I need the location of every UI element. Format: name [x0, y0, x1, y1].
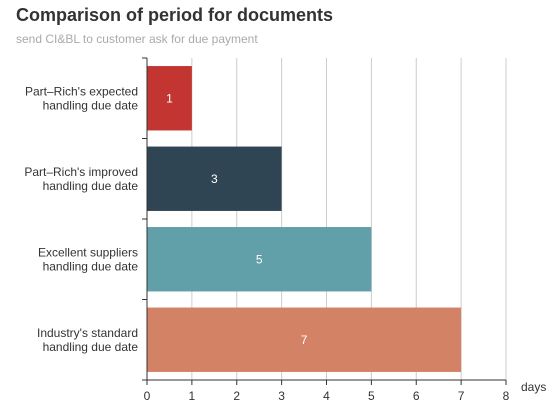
- data-label: 5: [256, 252, 263, 266]
- chart-title: Comparison of period for documents: [16, 5, 333, 25]
- x-tick-label: 8: [503, 389, 510, 403]
- x-tick-label: 7: [458, 389, 465, 403]
- category-label: Excellent suppliers handling due date: [38, 245, 138, 273]
- bar: [147, 66, 192, 131]
- bar: [147, 307, 462, 372]
- grid-lines: [191, 58, 507, 380]
- category-label: Industry's standard handling due date: [37, 326, 138, 354]
- x-tick-label: 4: [323, 389, 330, 403]
- bar: [147, 227, 372, 292]
- x-tick-label: 3: [278, 389, 285, 403]
- data-label: 7: [301, 333, 308, 347]
- x-axis-unit-label: days: [521, 380, 546, 394]
- x-axis: 0 1 2 3 4 5 6 7 8: [144, 379, 510, 403]
- x-tick-label: 5: [368, 389, 375, 403]
- x-tick-label: 1: [189, 389, 196, 403]
- category-label: Part–Rich's expected handling due date: [25, 84, 138, 112]
- category-label: Part–Rich's improved handling due date: [24, 165, 138, 193]
- bar: [147, 146, 282, 211]
- y-axis: Part–Rich's expected handling due date Par…: [24, 57, 148, 381]
- x-tick-label: 0: [144, 389, 151, 403]
- data-labels: 1 3 5 7: [166, 91, 308, 347]
- data-label: 1: [166, 91, 173, 105]
- x-tick-label: 2: [233, 389, 240, 403]
- data-label: 3: [211, 172, 218, 186]
- x-tick-label: 6: [413, 389, 420, 403]
- chart-subtitle: send CI&BL to customer ask for due payme…: [16, 32, 258, 46]
- bars: [147, 66, 462, 372]
